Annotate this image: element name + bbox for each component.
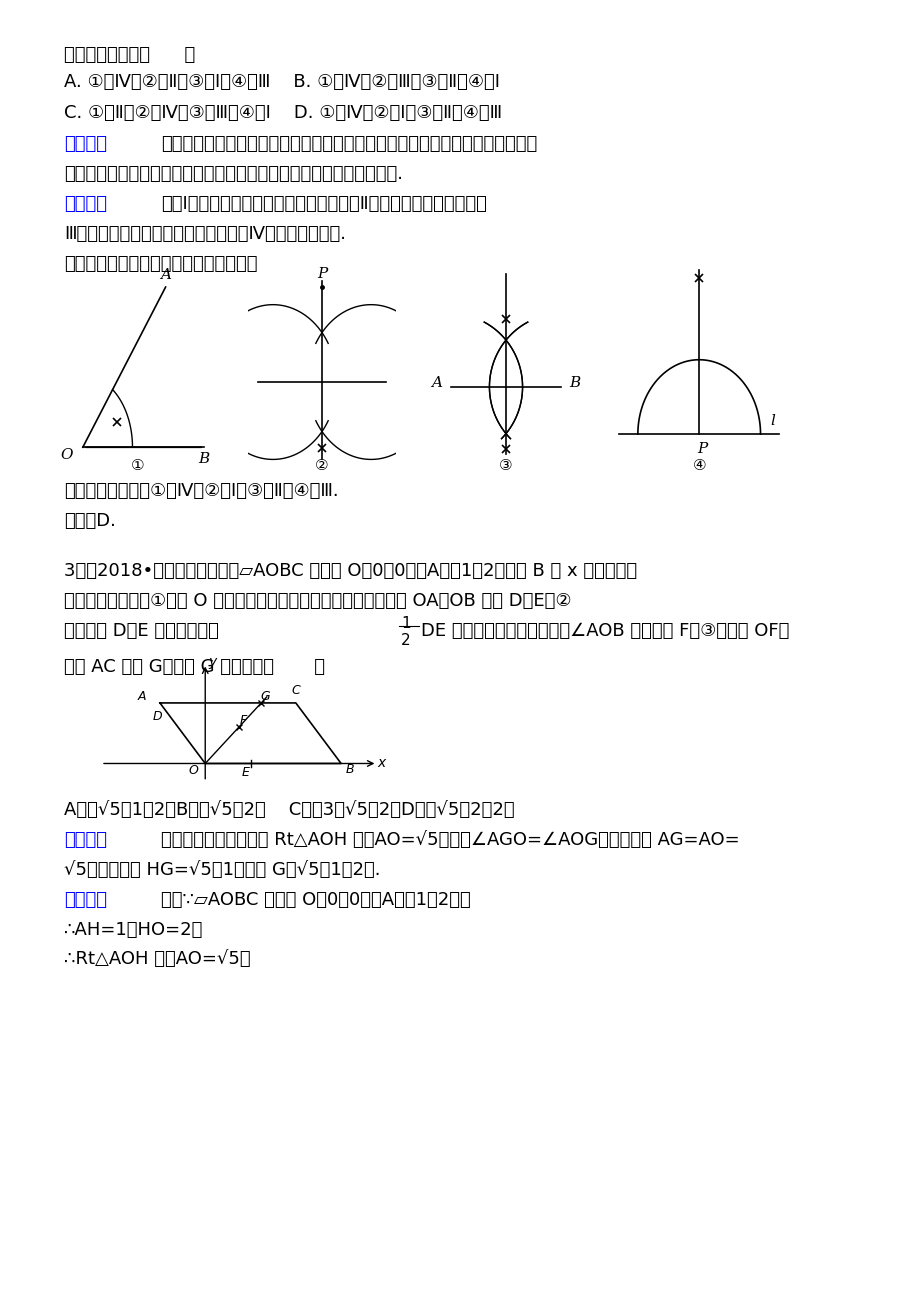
Text: B: B bbox=[199, 452, 210, 466]
Text: C: C bbox=[291, 684, 300, 697]
Text: 【解答】: 【解答】 bbox=[64, 195, 108, 214]
Text: A. ①－Ⅳ，②－Ⅱ，③－Ⅰ，④－Ⅲ    B. ①－Ⅳ，②－Ⅲ，③－Ⅱ，④－Ⅰ: A. ①－Ⅳ，②－Ⅱ，③－Ⅰ，④－Ⅲ B. ①－Ⅳ，②－Ⅲ，③－Ⅱ，④－Ⅰ bbox=[64, 73, 500, 91]
Text: 3．（2018•河南）如图，已知▱AOBC 的顶点 O（0，0），A（－1，2），点 B 在 x 轴正半轴上: 3．（2018•河南）如图，已知▱AOBC 的顶点 O（0，0），A（－1，2）… bbox=[64, 562, 637, 581]
Text: 解：Ⅰ、过直线外一点作这条直线的垂线；Ⅱ、作线段的垂直平分线；: 解：Ⅰ、过直线外一点作这条直线的垂线；Ⅱ、作线段的垂直平分线； bbox=[161, 195, 486, 214]
Text: 故选：D.: 故选：D. bbox=[64, 512, 116, 530]
Text: ①: ① bbox=[131, 458, 144, 473]
Text: √5，进而得出 HG=√5－1，可得 G（√5－1，2）.: √5，进而得出 HG=√5－1，可得 G（√5－1，2）. bbox=[64, 861, 380, 879]
Text: 1: 1 bbox=[401, 616, 410, 631]
Text: C. ①－Ⅱ，②－Ⅳ，③－Ⅲ，④－Ⅰ    D. ①－Ⅳ，②－Ⅰ，③－Ⅱ，④－Ⅲ: C. ①－Ⅱ，②－Ⅳ，③－Ⅲ，④－Ⅰ D. ①－Ⅳ，②－Ⅰ，③－Ⅱ，④－Ⅲ bbox=[64, 104, 502, 122]
Text: D: D bbox=[153, 710, 163, 723]
Text: 则正确的配对是：①－Ⅳ，②－Ⅰ，③－Ⅱ，④－Ⅲ.: 则正确的配对是：①－Ⅳ，②－Ⅰ，③－Ⅱ，④－Ⅲ. bbox=[64, 482, 339, 500]
Text: Ⅲ、过直线上一点作这条直线的垂线；Ⅳ、作角的平分线.: Ⅲ、过直线上一点作这条直线的垂线；Ⅳ、作角的平分线. bbox=[64, 225, 346, 243]
Text: 分别以点 D，E 为圆心，大于: 分别以点 D，E 为圆心，大于 bbox=[64, 622, 219, 641]
Text: ②: ② bbox=[315, 458, 328, 473]
Text: 如图是按上述要求排乱顺序的尺规作图：: 如图是按上述要求排乱顺序的尺规作图： bbox=[64, 255, 257, 273]
Text: 交边 AC 于点 G，则点 G 的坐标为（       ）: 交边 AC 于点 G，则点 G 的坐标为（ ） bbox=[64, 658, 325, 676]
Text: A: A bbox=[138, 690, 146, 703]
Text: DE 的长为半径作弧，两弧在∠AOB 内交于点 F；③作射线 OF，: DE 的长为半径作弧，两弧在∠AOB 内交于点 F；③作射线 OF， bbox=[421, 622, 789, 641]
Text: 【分析】: 【分析】 bbox=[64, 831, 108, 849]
Text: O: O bbox=[188, 764, 199, 777]
Text: 则正确的配对是（      ）: 则正确的配对是（ ） bbox=[64, 46, 196, 64]
Text: 按以下步骤作图：①以点 O 为圆心，适当长度为半径作弧，分别交边 OA，OB 于点 D，E；②: 按以下步骤作图：①以点 O 为圆心，适当长度为半径作弧，分别交边 OA，OB 于… bbox=[64, 592, 572, 611]
Text: A: A bbox=[160, 268, 171, 283]
Text: ∴Rt△AOH 中，AO=√5，: ∴Rt△AOH 中，AO=√5， bbox=[64, 950, 251, 969]
Text: F: F bbox=[239, 715, 246, 728]
Text: 【解答】: 【解答】 bbox=[64, 891, 108, 909]
Text: 依据勾股定理即可得到 Rt△AOH 中，AO=√5，依据∠AGO=∠AOG，即可得到 AG=AO=: 依据勾股定理即可得到 Rt△AOH 中，AO=√5，依据∠AGO=∠AOG，即可… bbox=[161, 831, 739, 849]
Text: y: y bbox=[208, 655, 216, 669]
Text: 解：∵▱AOBC 的顶点 O（0，0），A（－1，2），: 解：∵▱AOBC 的顶点 O（0，0），A（－1，2）， bbox=[161, 891, 471, 909]
Text: ∴AH=1，HO=2，: ∴AH=1，HO=2， bbox=[64, 921, 203, 939]
Text: O: O bbox=[60, 448, 73, 462]
Text: P: P bbox=[697, 441, 707, 456]
Text: A: A bbox=[431, 376, 442, 389]
Text: P: P bbox=[316, 267, 327, 281]
Text: 【分析】: 【分析】 bbox=[64, 135, 108, 154]
Text: ④: ④ bbox=[692, 458, 705, 473]
Text: x: x bbox=[378, 756, 386, 771]
Text: l: l bbox=[769, 414, 775, 428]
Text: G: G bbox=[261, 690, 270, 703]
Text: E: E bbox=[242, 766, 250, 779]
Text: 2: 2 bbox=[401, 633, 410, 648]
Text: B: B bbox=[346, 763, 354, 776]
Text: 分别利用过直线外一点作这条直线的垂线作法以及线段垂直平分线的作法和过直: 分别利用过直线外一点作这条直线的垂线作法以及线段垂直平分线的作法和过直 bbox=[161, 135, 537, 154]
Text: A．（√5－1，2）B．（√5，2）    C．（3－√5，2）D．（√5－2，2）: A．（√5－1，2）B．（√5，2） C．（3－√5，2）D．（√5－2，2） bbox=[64, 801, 515, 819]
Text: ③: ③ bbox=[499, 458, 512, 473]
Text: 线上一点作这条直线的垂线、角平分线的作法分别得出符合题意的答案.: 线上一点作这条直线的垂线、角平分线的作法分别得出符合题意的答案. bbox=[64, 165, 403, 184]
Text: B: B bbox=[569, 376, 580, 389]
